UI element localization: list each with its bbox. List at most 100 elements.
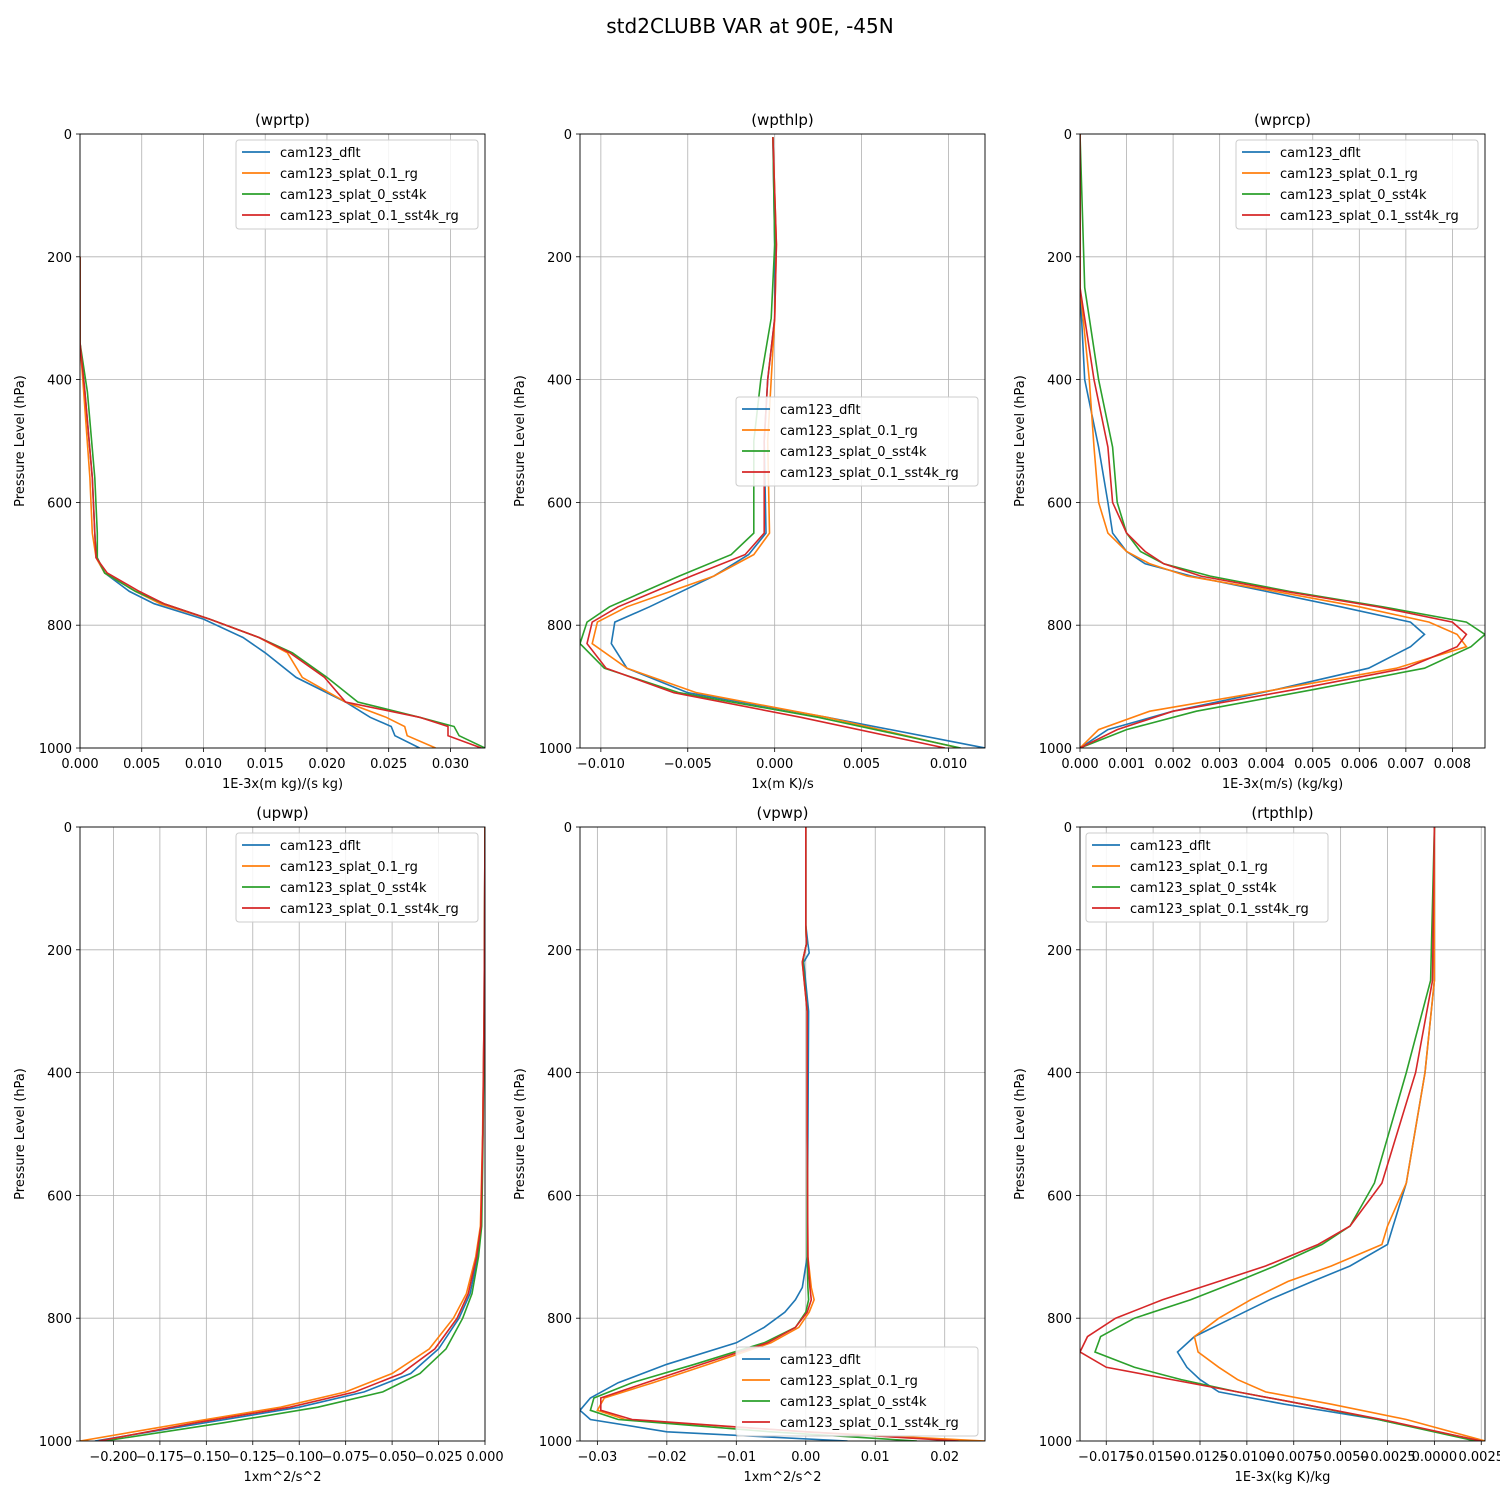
panel-wpthlp: −0.010 −0.005 0.000 0.005 0.010 0 200 400 600 800… [513, 111, 986, 792]
x-tick-label: 0.0000 [1412, 1450, 1458, 1465]
y-tick-label: 800 [47, 619, 72, 634]
y-tick-label: 0 [564, 128, 572, 143]
legend: cam123_dflt cam123_splat_0.1_rg cam123_spl… [735, 396, 979, 487]
series-line-cam123_splat_0.1_rg [1193, 827, 1485, 1441]
x-tick-label: −0.125 [229, 1450, 277, 1465]
legend: cam123_dflt cam123_splat_0.1_rg cam123_spl… [235, 139, 479, 230]
x-tick-label: −0.200 [89, 1450, 137, 1465]
legend-entry: cam123_splat_0_sst4k [780, 445, 927, 460]
panel-title: (upwp) [256, 804, 309, 822]
legend-box [735, 1346, 979, 1437]
x-tick-label: 0.000 [756, 757, 793, 772]
legend-entry: cam123_splat_0_sst4k [280, 188, 427, 203]
legend-entry: cam123_splat_0_sst4k [1130, 881, 1277, 896]
x-tick-label: 0.015 [247, 757, 284, 772]
axes-frame [79, 133, 486, 749]
x-tick-label: −0.01 [716, 1450, 756, 1465]
legend-entry: cam123_splat_0.1_rg [280, 167, 418, 182]
x-tick-label: 0.000 [1061, 757, 1098, 772]
x-tick-label: 0.005 [843, 757, 880, 772]
panel-wprtp: 0.000 0.005 0.010 0.015 0.020 0.025 0.030 0 200 4… [13, 111, 486, 792]
y-tick-label: 800 [547, 619, 572, 634]
y-tick-label: 600 [547, 1189, 572, 1204]
axes-frame [79, 826, 486, 1442]
x-tick-label: 0.030 [432, 757, 469, 772]
y-tick-label: 0 [64, 128, 72, 143]
panel-vpwp: −0.03 −0.02 −0.01 0.00 0.01 0.02 0 200 400 600 800… [513, 804, 986, 1485]
legend: cam123_dflt cam123_splat_0.1_rg cam123_spl… [235, 832, 479, 923]
x-tick-label: −0.03 [577, 1450, 617, 1465]
legend: cam123_dflt cam123_splat_0.1_rg cam123_spl… [735, 1346, 979, 1437]
x-tick-label: −0.0050 [1312, 1450, 1368, 1465]
y-tick-label: 800 [47, 1312, 72, 1327]
x-tick-label: 0.025 [370, 757, 407, 772]
legend: cam123_dflt cam123_splat_0.1_rg cam123_spl… [1085, 832, 1329, 923]
y-tick-label: 400 [1047, 1067, 1072, 1082]
y-tick-label: 400 [547, 374, 572, 389]
y-tick-label: 600 [47, 1189, 72, 1204]
x-tick-label: 0.01 [861, 1450, 890, 1465]
y-tick-label: 800 [1047, 619, 1072, 634]
y-tick-label: 0 [1064, 128, 1072, 143]
x-tick-label: −0.100 [275, 1450, 323, 1465]
x-tick-label: −0.0100 [1219, 1450, 1275, 1465]
x-tick-label: 0.000 [61, 757, 98, 772]
legend-entry: cam123_splat_0.1_sst4k_rg [780, 1416, 959, 1431]
y-axis-label: Pressure Level (hPa) [513, 375, 528, 507]
x-axis-label: 1xm^2/s^2 [243, 1470, 321, 1485]
legend-entry: cam123_splat_0.1_rg [1130, 860, 1268, 875]
legend: cam123_dflt cam123_splat_0.1_rg cam123_spl… [1235, 139, 1479, 230]
legend-entry: cam123_splat_0.1_sst4k_rg [280, 902, 459, 917]
x-tick-label: 0.004 [1248, 757, 1285, 772]
y-tick-label: 1000 [1039, 1435, 1072, 1450]
legend-entry: cam123_splat_0.1_sst4k_rg [780, 466, 959, 481]
legend-entry: cam123_splat_0.1_sst4k_rg [280, 209, 459, 224]
series-line-cam123_splat_0.1_sst4k_rg [599, 827, 959, 1441]
x-tick-label: −0.010 [577, 757, 625, 772]
y-tick-label: 600 [1047, 496, 1072, 511]
y-tick-label: 0 [64, 821, 72, 836]
x-tick-label: 0.005 [123, 757, 160, 772]
y-axis-label: Pressure Level (hPa) [1013, 1068, 1028, 1200]
x-tick-label: 0.005 [1294, 757, 1331, 772]
y-tick-label: 800 [547, 1312, 572, 1327]
y-tick-label: 600 [1047, 1189, 1072, 1204]
x-tick-label: −0.175 [136, 1450, 184, 1465]
x-tick-label: 0.010 [930, 757, 967, 772]
x-axis-label: 1E-3x(kg K)/kg [1235, 1470, 1331, 1485]
legend-entry: cam123_dflt [1130, 839, 1211, 854]
y-tick-label: 1000 [539, 742, 572, 757]
x-tick-label: 0.020 [308, 757, 345, 772]
legend-box [235, 832, 479, 923]
y-tick-label: 1000 [1039, 742, 1072, 757]
series-line-cam123_splat_0.1_sst4k_rg [1080, 134, 1468, 748]
x-tick-label: −0.0025 [1359, 1450, 1415, 1465]
y-tick-label: 200 [47, 944, 72, 959]
x-tick-label: −0.005 [664, 757, 712, 772]
y-tick-label: 400 [547, 1067, 572, 1082]
axes-frame [1079, 133, 1486, 749]
y-axis-label: Pressure Level (hPa) [13, 375, 28, 507]
x-tick-label: −0.0125 [1172, 1450, 1228, 1465]
y-tick-label: 200 [1047, 944, 1072, 959]
y-tick-label: 0 [564, 821, 572, 836]
panel-title: (vpwp) [757, 804, 809, 822]
series-line-cam123_splat_0.1_sst4k_rg [80, 256, 482, 748]
x-tick-label: −0.150 [182, 1450, 230, 1465]
x-axis-label: 1x(m K)/s [751, 777, 814, 792]
x-tick-label: 0.0025 [1459, 1450, 1500, 1465]
y-tick-label: 200 [1047, 251, 1072, 266]
series-line-cam123_splat_0.1_sst4k_rg [98, 827, 485, 1441]
x-tick-label: −0.0075 [1266, 1450, 1322, 1465]
legend-box [235, 139, 479, 230]
legend-box [1085, 832, 1329, 923]
figure-title: std2CLUBB VAR at 90E, -45N [606, 14, 894, 38]
legend-entry: cam123_splat_0.1_rg [280, 860, 418, 875]
legend-entry: cam123_splat_0.1_sst4k_rg [1130, 902, 1309, 917]
legend-entry: cam123_dflt [280, 146, 361, 161]
series-line-cam123_splat_0.1_rg [1080, 134, 1468, 748]
y-tick-label: 1000 [39, 742, 72, 757]
x-tick-label: −0.075 [322, 1450, 370, 1465]
y-tick-label: 600 [47, 496, 72, 511]
